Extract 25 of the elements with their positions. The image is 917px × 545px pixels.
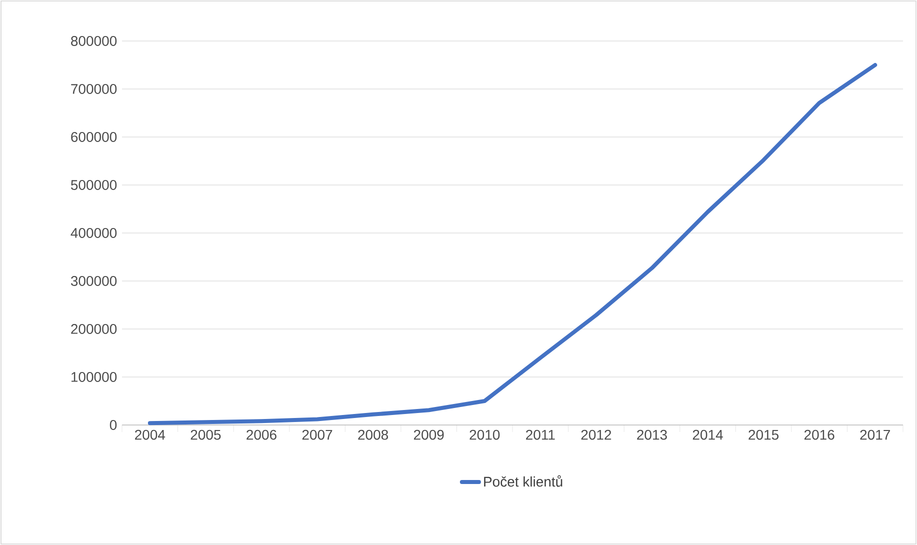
y-tick-label: 500000 [70,180,117,190]
y-tick-label: 400000 [70,228,117,238]
x-tick-label: 2006 [246,430,276,440]
x-tick-label: 2014 [692,430,723,440]
x-tick-label: 2011 [526,430,555,440]
y-tick-label: 200000 [71,324,117,334]
x-tick-label: 2013 [637,430,667,440]
x-tick-label: 2016 [804,430,834,440]
x-tick-label: 2009 [414,430,444,440]
x-tick-label: 2007 [302,430,332,440]
x-tick-label: 2004 [135,430,166,440]
x-tick-label: 2008 [358,430,388,440]
x-tick-label: 2015 [748,430,779,440]
y-tick-label: 100000 [71,372,117,382]
y-tick-label: 600000 [71,132,117,142]
x-tick-label: 2010 [470,430,500,440]
line-series [148,62,878,426]
y-tick-label: 0 [110,420,117,430]
x-tick-label: 2017 [860,430,890,440]
y-tick-label: 800000 [71,36,117,46]
y-tick-label: 700000 [71,84,117,94]
x-tick-label: 2012 [581,430,612,440]
y-tick-label: 300000 [70,276,117,286]
legend-label: Počet klientů [484,475,562,487]
x-tick-label: 2005 [190,430,221,440]
